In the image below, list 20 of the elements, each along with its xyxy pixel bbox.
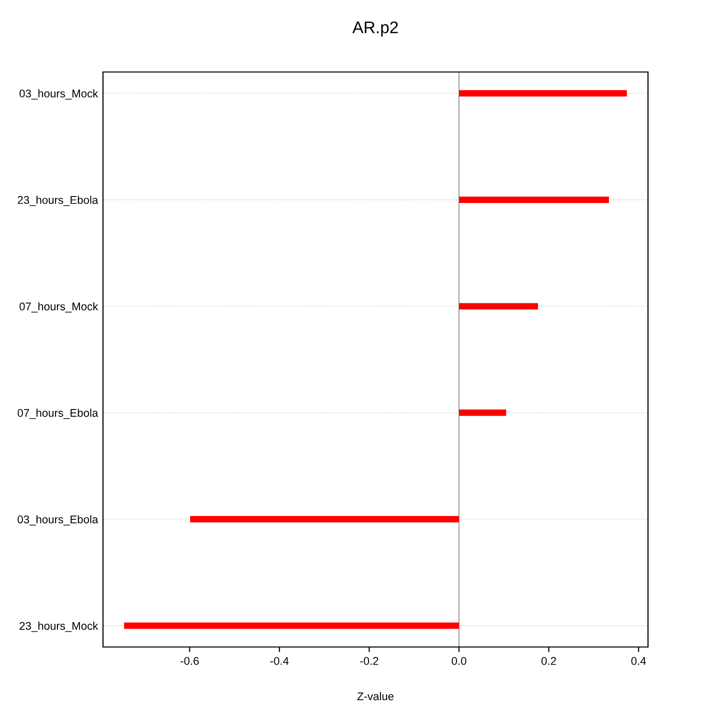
y-tick-label: 07_hours_Ebola <box>18 408 98 419</box>
y-tick-label: 03_hours_Ebola <box>18 515 98 526</box>
x-tick-label: 0.2 <box>542 657 556 665</box>
x-tick-label: 0.0 <box>452 657 466 665</box>
bar <box>459 90 627 96</box>
bar <box>124 622 459 629</box>
y-tick-label: 23_hours_Mock <box>20 622 98 632</box>
bar <box>459 196 609 203</box>
x-tick-label: -0.2 <box>360 657 378 665</box>
bar <box>459 303 538 310</box>
bar <box>190 516 459 522</box>
bar <box>459 410 506 416</box>
x-tick-label: 0.4 <box>631 657 646 665</box>
x-tick-label: -0.6 <box>180 657 199 665</box>
chart-title: AR.p2 <box>352 21 398 37</box>
x-tick-label: -0.4 <box>270 657 289 665</box>
y-tick-label: 07_hours_Mock <box>20 302 98 312</box>
y-tick-label: 23_hours_Ebola <box>18 196 98 206</box>
y-tick-label: 03_hours_Mock <box>20 89 98 100</box>
x-axis-title: Z-value <box>357 692 394 700</box>
